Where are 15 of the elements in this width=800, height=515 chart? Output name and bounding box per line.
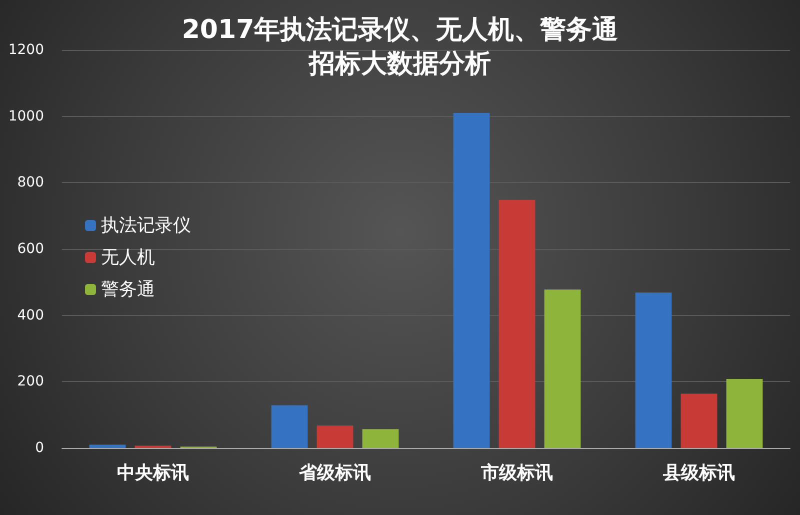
y-tick-label: 800 — [17, 174, 44, 191]
legend-label: 无人机 — [101, 247, 155, 268]
chart-title: 2017年执法记录仪、无人机、警务通招标大数据分析 — [182, 15, 618, 79]
x-tick-label: 中央标讯 — [117, 462, 189, 484]
x-tick-label: 县级标讯 — [662, 462, 735, 484]
y-tick-label: 400 — [17, 307, 44, 324]
x-tick-label: 市级标讯 — [480, 462, 553, 484]
y-tick-label: 1200 — [8, 42, 44, 58]
y-tick-label: 0 — [35, 440, 44, 456]
x-tick-label: 省级标讯 — [298, 462, 371, 484]
y-tick-label: 200 — [17, 374, 44, 390]
y-tick-label: 600 — [17, 241, 44, 257]
legend-label: 警务通 — [101, 279, 155, 300]
y-tick-label: 1000 — [8, 108, 44, 124]
legend-label: 执法记录仪 — [101, 215, 191, 236]
